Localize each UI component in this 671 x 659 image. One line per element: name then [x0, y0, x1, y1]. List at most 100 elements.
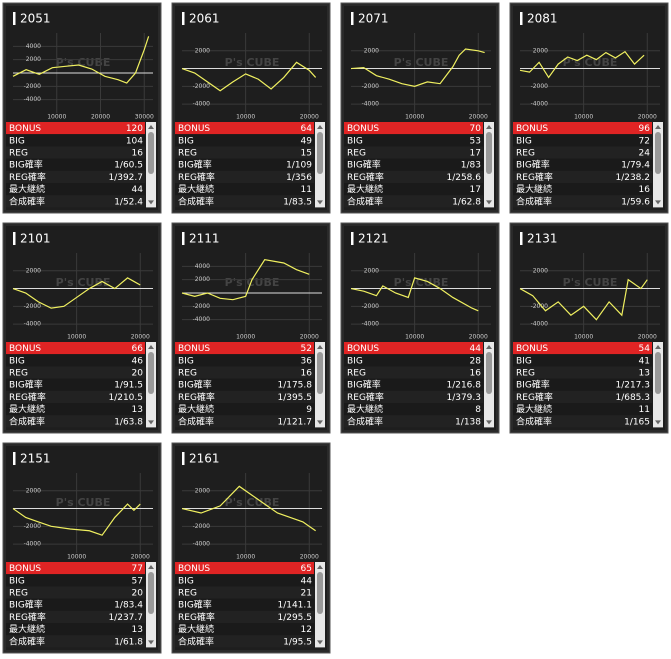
- scrollbar-thumb[interactable]: [317, 132, 323, 174]
- data-line: [181, 259, 310, 301]
- table-row: [175, 342, 314, 355]
- y-tick-label: -4000: [531, 101, 549, 108]
- y-tick-label: 2000: [26, 487, 41, 494]
- y-tick-label: 2000: [26, 56, 41, 63]
- row-label: BIG確率: [516, 159, 550, 171]
- scroll-down[interactable]: [148, 200, 154, 205]
- scrollbar-thumb[interactable]: [486, 352, 492, 394]
- row-value: 20: [132, 589, 144, 599]
- machine-card[interactable]: 2121 P's CUBE 10000 20000 2000 -2000 -4000 BONU…: [340, 222, 500, 434]
- scroll-down[interactable]: [317, 200, 323, 205]
- header-bar: [182, 452, 185, 465]
- scrollbar-thumb[interactable]: [655, 352, 661, 394]
- x-tick-label: 10000: [67, 334, 86, 341]
- scroll-up[interactable]: [317, 345, 323, 349]
- scroll-down[interactable]: [148, 420, 154, 425]
- row-value: 1/237.7: [108, 613, 143, 623]
- machine-number: 2051: [20, 12, 51, 26]
- row-label: 合成確率: [9, 635, 45, 647]
- scroll-up[interactable]: [655, 125, 661, 129]
- row-value: 16: [639, 185, 651, 195]
- row-label: BIG確率: [9, 599, 43, 611]
- row-value: 17: [470, 185, 481, 195]
- scroll-down[interactable]: [486, 420, 492, 425]
- table-row: [513, 415, 652, 428]
- scroll-up[interactable]: [655, 345, 661, 349]
- row-value: 1/175.8: [277, 381, 312, 391]
- row-label: BIG: [516, 136, 532, 146]
- scrollbar-thumb[interactable]: [317, 352, 323, 394]
- row-value: 16: [470, 369, 482, 379]
- table-row: [6, 586, 145, 599]
- scroll-up[interactable]: [486, 125, 492, 129]
- table-row: [344, 390, 483, 403]
- scroll-down[interactable]: [317, 640, 323, 645]
- scroll-up[interactable]: [148, 125, 154, 129]
- table-row: [513, 146, 652, 159]
- table-row: [513, 378, 652, 391]
- row-value: 1/61.8: [114, 637, 143, 647]
- table-row: [6, 598, 145, 611]
- row-label: 最大継続: [9, 623, 45, 635]
- table-row: [6, 146, 145, 159]
- row-value: 13: [132, 405, 143, 415]
- row-label: REG: [178, 369, 197, 379]
- row-value: 54: [639, 344, 651, 354]
- y-tick-label: -4000: [193, 316, 211, 323]
- machine-number: 2081: [527, 12, 558, 26]
- row-value: 1/52.4: [114, 197, 143, 207]
- scroll-down[interactable]: [655, 420, 661, 425]
- y-tick-label: 2000: [364, 267, 379, 274]
- x-tick-label: 20000: [300, 554, 319, 561]
- machine-card[interactable]: 2111 P's CUBE 10000 20000 4000 2000 -2000 -4000…: [171, 222, 331, 434]
- machine-number: 2151: [20, 452, 51, 466]
- scroll-up[interactable]: [148, 345, 154, 349]
- row-value: 1/295.5: [277, 613, 312, 623]
- machine-card[interactable]: 2081 P's CUBE 10000 20000 2000 -2000 -4000 BONU…: [509, 2, 669, 214]
- scroll-up[interactable]: [317, 125, 323, 129]
- machine-card[interactable]: 2161 P's CUBE 10000 20000 2000 -2000 -4000 BONU…: [171, 442, 331, 654]
- row-label: REG: [347, 149, 366, 159]
- row-value: 66: [132, 344, 144, 354]
- y-tick-label: 2000: [533, 47, 548, 54]
- y-tick-label: -2000: [24, 303, 42, 310]
- machine-card[interactable]: 2151 P's CUBE 10000 20000 2000 -2000 -4000 BONU…: [2, 442, 162, 654]
- row-value: 20: [132, 369, 144, 379]
- row-label: BIG確率: [347, 379, 381, 391]
- scrollbar-thumb[interactable]: [148, 132, 154, 174]
- header-bar: [520, 232, 523, 245]
- scroll-down[interactable]: [317, 420, 323, 425]
- scroll-up[interactable]: [317, 565, 323, 569]
- row-label: 合成確率: [9, 415, 45, 427]
- scrollbar-thumb[interactable]: [317, 572, 323, 614]
- y-tick-label: 2000: [195, 276, 210, 283]
- table-row: [513, 122, 652, 135]
- row-label: REG確率: [347, 391, 384, 403]
- watermark: P's CUBE: [563, 56, 618, 69]
- scroll-down[interactable]: [486, 200, 492, 205]
- row-label: BIG: [9, 356, 25, 366]
- machine-card[interactable]: 2071 P's CUBE 10000 20000 2000 -2000 -4000 BONU…: [340, 2, 500, 214]
- data-line: [181, 61, 317, 92]
- row-label: REG確率: [347, 171, 384, 183]
- table-row: [6, 342, 145, 355]
- row-value: 1/95.5: [283, 637, 312, 647]
- row-value: 96: [639, 124, 651, 134]
- scrollbar-thumb[interactable]: [148, 572, 154, 614]
- watermark: P's CUBE: [225, 56, 280, 69]
- scroll-down[interactable]: [148, 640, 154, 645]
- scrollbar-thumb[interactable]: [655, 132, 661, 174]
- scroll-up[interactable]: [148, 565, 154, 569]
- watermark: P's CUBE: [56, 496, 111, 509]
- scrollbar-thumb[interactable]: [486, 132, 492, 174]
- machine-card[interactable]: 2061 P's CUBE 10000 20000 2000 -2000 -4000 BONU…: [171, 2, 331, 214]
- machine-card[interactable]: 2101 P's CUBE 10000 20000 2000 -2000 -4000 BONU…: [2, 222, 162, 434]
- machine-card[interactable]: 2131 P's CUBE 10000 20000 2000 -2000 -4000 BONU…: [509, 222, 669, 434]
- scroll-down[interactable]: [655, 200, 661, 205]
- row-label: 合成確率: [347, 195, 383, 207]
- row-label: BIG: [9, 136, 25, 146]
- table-row: [175, 635, 314, 648]
- scrollbar-thumb[interactable]: [148, 352, 154, 394]
- scroll-up[interactable]: [486, 345, 492, 349]
